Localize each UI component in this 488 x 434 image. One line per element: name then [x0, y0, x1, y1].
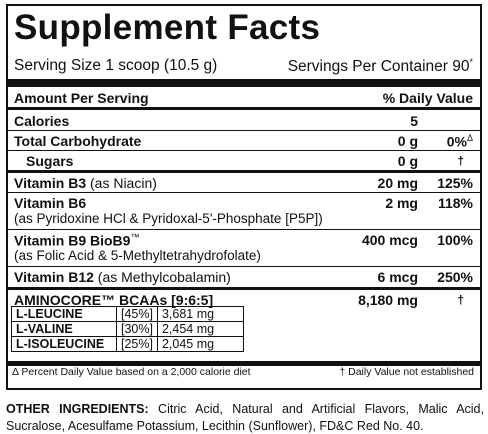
row-name: Vitamin B3: [14, 175, 87, 191]
amino-breakdown-table: L-LEUCINE [45%] 3,681 mg L-VALINE [30%] …: [11, 306, 245, 352]
row-divider: [8, 150, 480, 151]
amino-name: L-VALINE: [11, 321, 117, 337]
row-daily-value: 118%: [437, 195, 473, 211]
footnote-daily-value: Δ Percent Daily Value based on a 2,000 c…: [12, 366, 251, 378]
row-detail: (as Niacin): [90, 175, 157, 191]
header-daily-value: % Daily Value: [382, 90, 473, 106]
row-amount: 0 g: [397, 133, 418, 149]
other-ingredients-text: Citric Acid, Natural and Artificial Flav…: [6, 402, 484, 433]
row-name: AMINOCORE™ BCAAs [9:6:5]: [14, 292, 214, 308]
medium-rule: [8, 107, 480, 110]
footnote-not-established: † Daily Value not established: [339, 366, 474, 378]
row-name: Vitamin B6: [14, 195, 87, 211]
row-divider: [8, 192, 480, 193]
row-daily-value: 100%: [437, 232, 473, 248]
table-row: L-LEUCINE [45%] 3,681 mg: [11, 306, 245, 322]
other-ingredients-label: OTHER INGREDIENTS:: [6, 402, 149, 416]
row-amount: 20 mg: [377, 175, 418, 191]
row-name: Vitamin B12: [14, 269, 94, 285]
row-detail: (as Pyridoxine HCl & Pyridoxal-5'-Phosph…: [14, 211, 323, 226]
row-daily-value: †: [457, 293, 464, 307]
row-divider: [8, 229, 480, 230]
amino-amount: 2,045 mg: [156, 336, 245, 352]
row-daily-value: 250%: [437, 269, 473, 285]
row-daily-value: 0%Δ: [446, 133, 473, 150]
amino-percent: [30%]: [116, 321, 158, 337]
amino-amount: 3,681 mg: [156, 306, 245, 322]
amino-name: L-LEUCINE: [11, 306, 117, 322]
row-amount: 6 mcg: [377, 269, 418, 285]
row-name: Vitamin B9 BioB9: [14, 232, 131, 249]
row-amount: 5: [410, 113, 418, 129]
row-divider: [8, 130, 480, 131]
row-detail: (as Folic Acid & 5-Methyltetrahydrofolat…: [14, 248, 261, 263]
row-amount: 0 g: [397, 153, 418, 169]
amino-name: L-ISOLEUCINE: [11, 336, 117, 352]
row-daily-value: †: [457, 154, 464, 168]
row-name: Calories: [14, 113, 70, 129]
header-amount: Amount Per Serving: [14, 90, 149, 106]
thick-rule-bottom: [8, 361, 480, 366]
amino-percent: [45%]: [116, 306, 158, 322]
thick-rule-top: [8, 79, 480, 87]
amino-percent: [25%]: [116, 336, 158, 352]
panel-title: Supplement Facts: [14, 8, 321, 47]
amino-amount: 2,454 mg: [156, 321, 245, 337]
serving-size: Serving Size 1 scoop (10.5 g): [14, 57, 218, 74]
row-detail: (as Methylcobalamin): [97, 269, 231, 285]
row-daily-value: 125%: [437, 175, 473, 191]
medium-rule: [8, 170, 480, 173]
servings-per-container: Servings Per Container 90*: [287, 57, 473, 76]
row-divider: [8, 266, 480, 267]
row-amount: 2 mg: [385, 195, 418, 211]
row-amount: 8,180 mg: [358, 292, 418, 308]
table-row: L-ISOLEUCINE [25%] 2,045 mg: [11, 336, 245, 352]
supplement-facts-panel: Supplement Facts Serving Size 1 scoop (1…: [6, 4, 482, 390]
row-name: Sugars: [26, 153, 74, 169]
row-name: Total Carbohydrate: [14, 133, 142, 149]
table-row: L-VALINE [30%] 2,454 mg: [11, 321, 245, 337]
other-ingredients: OTHER INGREDIENTS: Citric Acid, Natural …: [6, 401, 484, 434]
medium-rule: [8, 287, 480, 290]
row-amount: 400 mcg: [361, 232, 418, 248]
